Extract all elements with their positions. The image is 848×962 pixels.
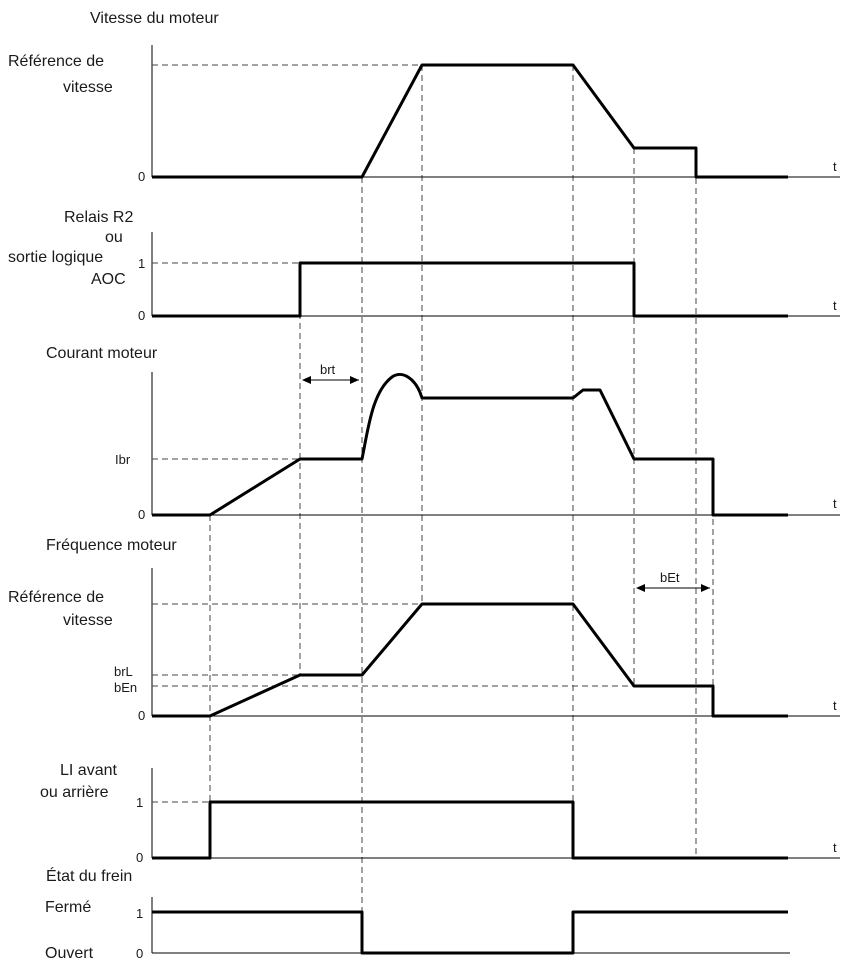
freq-zero-label: 0: [138, 708, 145, 723]
panel-title-motor-current: Courant moteur: [46, 345, 158, 362]
brt-label: brt: [320, 362, 336, 377]
freq-reference-label-line1: Référence de: [8, 589, 104, 606]
brake-zero-label: 0: [136, 946, 143, 961]
bet-label: bEt: [660, 570, 680, 585]
brake-closed-label: Fermé: [45, 899, 91, 916]
panel-motor-current: Courant moteur Ibr 0 t brt: [46, 345, 840, 522]
freq-reference-label-line2: vitesse: [63, 612, 113, 629]
panel-motor-frequency: Fréquence moteur Référence de vitesse br…: [8, 537, 840, 723]
speed-zero-label: 0: [138, 169, 145, 184]
panel-title-motor-speed: Vitesse du moteur: [90, 10, 219, 27]
relay-time-label: t: [833, 298, 837, 313]
current-ibr-label: Ibr: [115, 452, 131, 467]
frequency-signal: [152, 602, 788, 718]
relay-signal: [152, 261, 788, 318]
brake-open-label: Ouvert: [45, 945, 94, 962]
panel-title-brake-state: État du frein: [46, 866, 132, 885]
relay-zero-label: 0: [138, 308, 145, 323]
brake-one-label: 1: [136, 906, 143, 921]
panel-motor-speed: Vitesse du moteur Référence de vitesse 0…: [8, 10, 840, 184]
brake-signal: [152, 910, 788, 955]
relay-title-line2: ou: [105, 229, 123, 246]
speed-reference-label-line2: vitesse: [63, 79, 113, 96]
current-signal: [152, 373, 788, 517]
relay-title-line1: Relais R2: [64, 209, 133, 226]
speed-signal: [152, 63, 788, 179]
freq-time-label: t: [833, 698, 837, 713]
speed-time-label: t: [833, 159, 837, 174]
panel-relay-r2: Relais R2 ou sortie logique AOC 1 0 t: [8, 209, 840, 323]
relay-title-line3: sortie logique: [8, 249, 103, 266]
li-title-line2: ou arrière: [40, 784, 109, 801]
panel-logic-input: LI avant ou arrière 1 0 t: [40, 762, 840, 865]
relay-one-label: 1: [138, 256, 145, 271]
freq-ben-label: bEn: [114, 680, 137, 695]
li-signal: [152, 800, 788, 860]
event-guide-lines: [209, 65, 714, 912]
li-zero-label: 0: [136, 850, 143, 865]
freq-brl-label: brL: [114, 664, 133, 679]
speed-reference-label-line1: Référence de: [8, 53, 104, 70]
panel-brake-state: État du frein Fermé Ouvert 1 0: [45, 866, 790, 962]
li-title-line1: LI avant: [60, 762, 117, 779]
current-zero-label: 0: [138, 507, 145, 522]
li-one-label: 1: [136, 795, 143, 810]
panel-title-motor-frequency: Fréquence moteur: [46, 537, 177, 554]
li-time-label: t: [833, 840, 837, 855]
current-time-label: t: [833, 496, 837, 511]
relay-title-line4: AOC: [91, 271, 126, 288]
